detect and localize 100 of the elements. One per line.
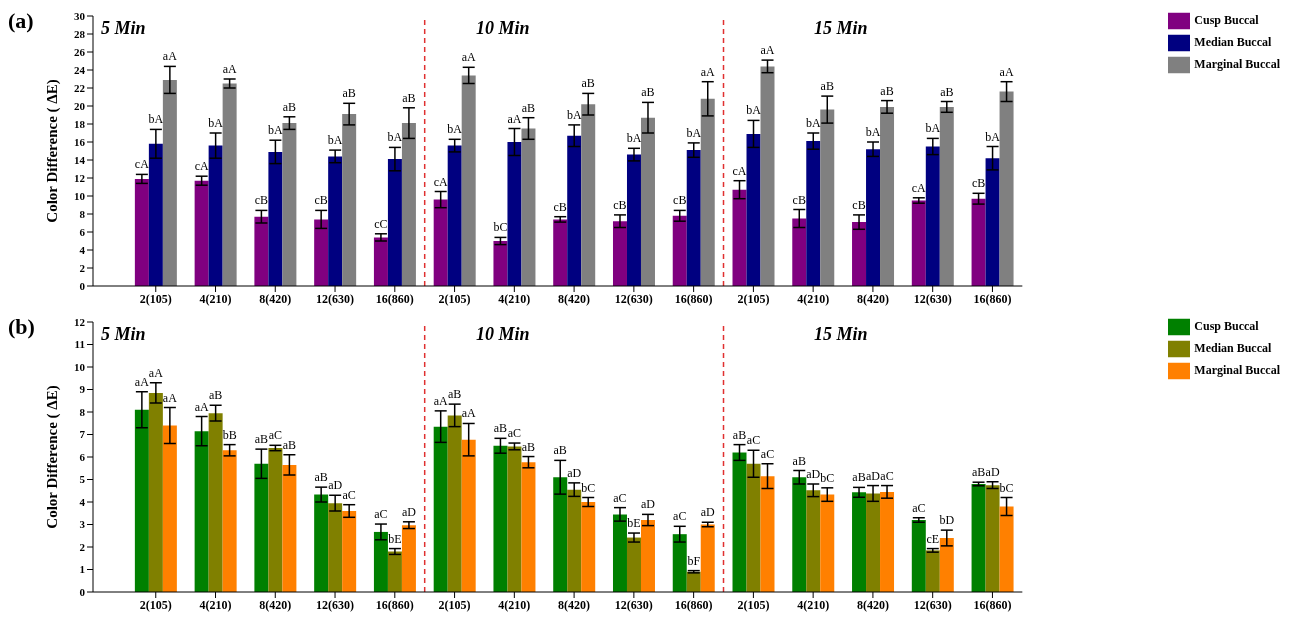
data-label: aB bbox=[282, 437, 297, 452]
data-label: bE bbox=[388, 531, 402, 546]
y-tick-label: 16 bbox=[74, 135, 86, 148]
bar bbox=[732, 189, 747, 286]
data-label: bC bbox=[493, 220, 508, 235]
data-label: aD bbox=[806, 467, 821, 481]
y-tick-label: 26 bbox=[74, 45, 86, 58]
data-label: aA bbox=[700, 64, 716, 79]
data-label: aB bbox=[880, 83, 894, 98]
y-tick-label: 5 bbox=[79, 473, 86, 486]
data-label: cB bbox=[673, 193, 687, 208]
data-label: cB bbox=[852, 197, 866, 212]
data-label: aA bbox=[507, 111, 522, 126]
x-tick-label: 12(630) bbox=[913, 291, 952, 306]
x-tick-label: 4(210) bbox=[199, 291, 232, 306]
data-label: cB bbox=[613, 197, 627, 212]
bar bbox=[328, 503, 343, 592]
x-tick-label: 4(210) bbox=[498, 597, 531, 612]
data-label: aB bbox=[314, 470, 328, 485]
x-tick-label: 8(420) bbox=[259, 597, 292, 612]
bar bbox=[254, 216, 269, 286]
bar bbox=[373, 237, 388, 286]
bar bbox=[222, 450, 237, 592]
data-label: bA bbox=[985, 129, 1001, 144]
chart-title: (a) bbox=[8, 8, 34, 34]
data-label: aA bbox=[194, 399, 209, 414]
bar bbox=[401, 123, 416, 286]
x-tick-label: 8(420) bbox=[558, 597, 591, 612]
bar bbox=[911, 200, 926, 286]
bar bbox=[820, 109, 835, 286]
data-label: cB bbox=[971, 176, 986, 191]
data-label: aA bbox=[461, 406, 477, 421]
data-label: bC bbox=[820, 470, 835, 485]
data-label: aC bbox=[760, 446, 775, 461]
data-label: bA bbox=[746, 103, 762, 118]
data-label: aB bbox=[493, 421, 508, 436]
y-tick-label: 2 bbox=[79, 261, 86, 274]
x-tick-label: 4(210) bbox=[797, 597, 830, 612]
bar bbox=[134, 178, 149, 286]
bar bbox=[194, 180, 209, 286]
x-tick-label: 4(210) bbox=[199, 597, 232, 612]
bar bbox=[493, 241, 508, 286]
data-label: bA bbox=[208, 116, 224, 130]
bar bbox=[866, 149, 881, 286]
y-tick-label: 11 bbox=[74, 338, 85, 351]
data-label: cE bbox=[926, 531, 940, 546]
data-label: aB bbox=[792, 453, 806, 468]
y-tick-label: 14 bbox=[74, 153, 86, 166]
data-label: bA bbox=[148, 112, 164, 127]
data-label: cA bbox=[911, 180, 927, 195]
bar bbox=[760, 476, 775, 592]
y-tick-label: 28 bbox=[74, 27, 86, 40]
bar bbox=[999, 506, 1014, 592]
bar bbox=[880, 491, 895, 592]
data-label: aD bbox=[985, 464, 1000, 479]
legend-label: Marginal Buccal bbox=[1194, 362, 1280, 377]
data-label: aA bbox=[162, 390, 178, 405]
bar bbox=[925, 550, 940, 592]
bar bbox=[401, 525, 416, 592]
bar bbox=[939, 106, 954, 286]
bar bbox=[208, 413, 223, 592]
data-label: aD bbox=[401, 504, 417, 519]
y-tick-label: 0 bbox=[79, 585, 86, 598]
data-label: bA bbox=[566, 107, 582, 122]
bar bbox=[493, 445, 508, 592]
y-tick-label: 12 bbox=[74, 171, 86, 184]
y-tick-label: 10 bbox=[74, 189, 86, 202]
bar bbox=[433, 426, 448, 592]
bar bbox=[567, 489, 582, 592]
x-tick-label: 12(630) bbox=[614, 291, 653, 306]
data-label: bA bbox=[865, 125, 881, 139]
bar bbox=[971, 198, 986, 286]
bar bbox=[507, 446, 522, 592]
bar bbox=[700, 524, 715, 592]
data-label: bA bbox=[686, 125, 702, 140]
bar bbox=[268, 151, 283, 286]
x-tick-label: 8(420) bbox=[856, 291, 889, 306]
bar bbox=[732, 452, 747, 592]
bar bbox=[447, 145, 462, 286]
data-label: bC bbox=[581, 480, 596, 495]
y-axis-title: Color Difference ( ΔE) bbox=[44, 385, 62, 529]
y-tick-label: 18 bbox=[74, 117, 86, 130]
bar bbox=[521, 128, 536, 286]
y-tick-label: 22 bbox=[74, 81, 86, 94]
data-label: aB bbox=[521, 439, 536, 454]
x-tick-label: 16(860) bbox=[375, 291, 414, 306]
data-label: bE bbox=[627, 516, 641, 531]
bar bbox=[985, 158, 1000, 286]
bar bbox=[148, 143, 163, 286]
x-tick-label: 16(860) bbox=[375, 597, 414, 612]
data-label: aB bbox=[254, 432, 269, 447]
data-label: aB bbox=[342, 86, 356, 101]
data-label: bF bbox=[687, 553, 701, 568]
x-tick-label: 8(420) bbox=[856, 597, 889, 612]
y-tick-label: 2 bbox=[79, 540, 86, 553]
bar bbox=[880, 106, 895, 286]
y-tick-label: 9 bbox=[79, 383, 86, 396]
y-tick-label: 10 bbox=[74, 360, 86, 373]
data-label: bA bbox=[327, 133, 343, 148]
x-tick-label: 16(860) bbox=[973, 597, 1012, 612]
